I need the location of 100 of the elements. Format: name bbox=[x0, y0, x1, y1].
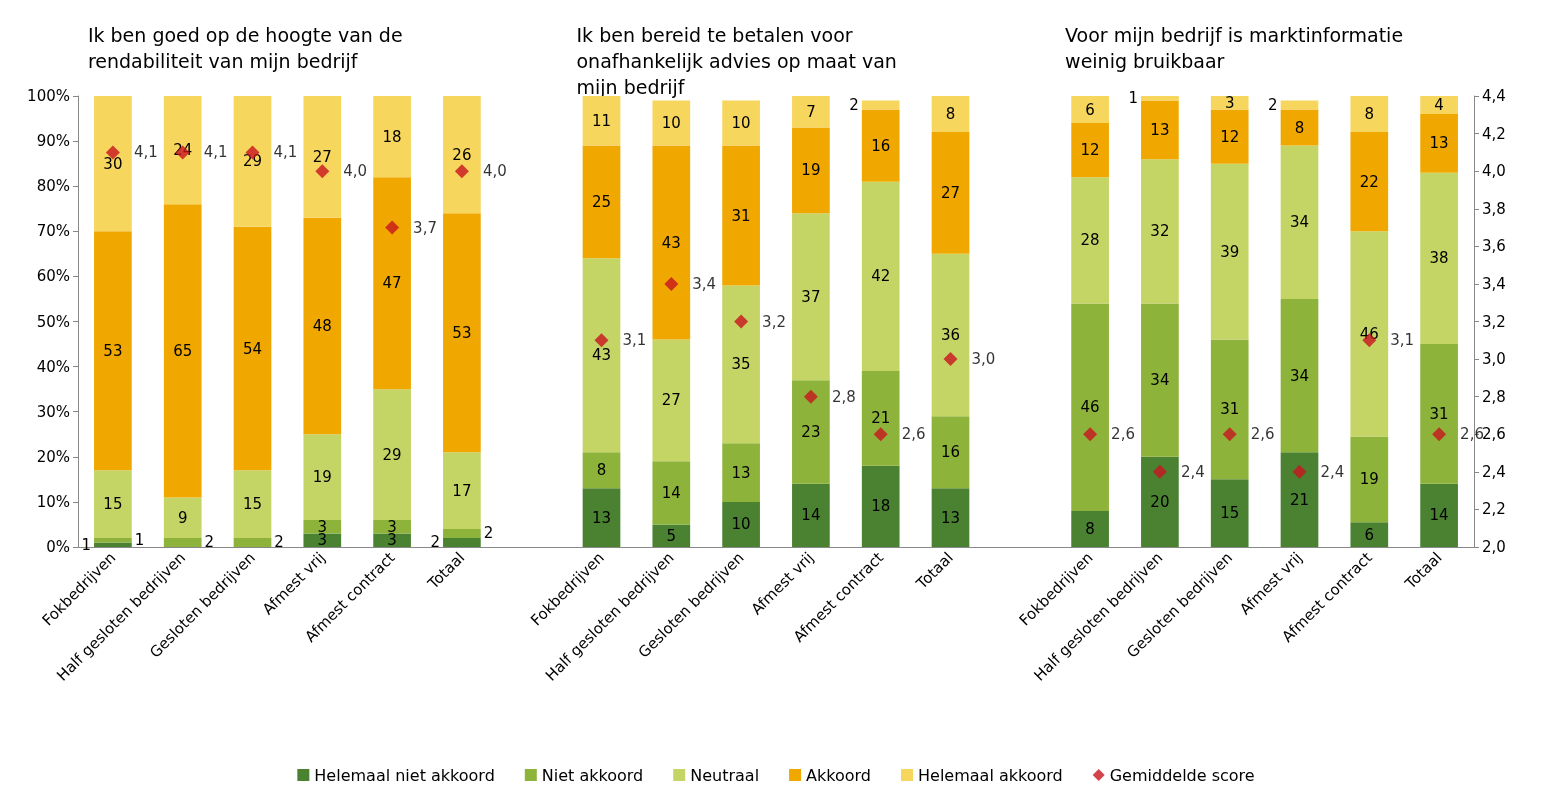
bar bbox=[931, 253, 970, 417]
data-label: 4,1 bbox=[273, 143, 298, 162]
bar bbox=[443, 452, 481, 529]
bar bbox=[652, 145, 691, 340]
y-tick-label: 70% bbox=[36, 222, 70, 241]
bar bbox=[233, 537, 272, 547]
text: Voor mijn bedrijf is marktinformatie weinig bruikbaar bbox=[1065, 24, 1410, 72]
data-label: 27 bbox=[312, 147, 332, 166]
bar bbox=[792, 380, 830, 484]
y2-tick-label: 2,0 bbox=[1482, 538, 1506, 556]
data-label: 39 bbox=[1220, 242, 1240, 261]
bar bbox=[1280, 452, 1319, 547]
data-label: 53 bbox=[103, 341, 123, 360]
data-label: 65 bbox=[173, 341, 193, 360]
bar bbox=[1141, 159, 1179, 304]
y2-tick-label: 4,2 bbox=[1482, 124, 1506, 143]
bar bbox=[373, 389, 411, 520]
data-label: 8 bbox=[945, 105, 956, 124]
data-label: 28 bbox=[1080, 231, 1100, 250]
data-label: 35 bbox=[731, 355, 751, 374]
data-label: 48 bbox=[312, 317, 332, 336]
point bbox=[1432, 427, 1447, 442]
data-label: 46 bbox=[1359, 324, 1379, 343]
bar bbox=[1210, 479, 1249, 547]
data-label: 9 bbox=[177, 508, 188, 527]
bar bbox=[373, 177, 411, 390]
bar bbox=[1071, 177, 1109, 304]
data-label: 30 bbox=[103, 154, 123, 173]
legend-label: Niet akkoord bbox=[541, 765, 644, 785]
bar bbox=[1420, 483, 1458, 547]
data-label: 27 bbox=[940, 183, 961, 202]
data-label: 14 bbox=[801, 506, 821, 525]
data-label: 2,6 bbox=[1250, 425, 1275, 444]
bar bbox=[652, 100, 691, 146]
data-label: 18 bbox=[382, 127, 402, 146]
data-label: 13 bbox=[731, 463, 751, 482]
bar bbox=[443, 96, 481, 214]
bar bbox=[373, 96, 411, 178]
bar bbox=[1141, 303, 1179, 457]
point bbox=[1292, 464, 1307, 479]
data-label: 31 bbox=[731, 206, 751, 225]
bar bbox=[861, 465, 900, 547]
data-label: 3,4 bbox=[692, 274, 717, 293]
data-label: 6 bbox=[1364, 525, 1375, 544]
data-label: 5 bbox=[666, 526, 677, 545]
data-label: 20 bbox=[1150, 492, 1170, 511]
bar bbox=[931, 96, 970, 133]
y2-tick-label: 2,6 bbox=[1482, 425, 1506, 444]
data-label: 4 bbox=[1434, 96, 1444, 115]
data-label: 17 bbox=[452, 481, 472, 500]
bar bbox=[94, 231, 132, 471]
bar bbox=[303, 434, 342, 520]
bar bbox=[1420, 114, 1458, 173]
data-label: 13 bbox=[591, 508, 612, 527]
data-label: 1 bbox=[134, 531, 145, 550]
data-label: 34 bbox=[1289, 366, 1310, 385]
y2-tick-label: 4,4 bbox=[1482, 87, 1506, 105]
data-label: 15 bbox=[242, 495, 263, 514]
legend-label: Neutraal bbox=[690, 765, 760, 785]
point bbox=[873, 427, 888, 442]
y-tick-label: 40% bbox=[36, 357, 70, 376]
data-label: 8 bbox=[596, 461, 607, 480]
data-label: 2 bbox=[430, 533, 441, 552]
y2-tick-label: 2,8 bbox=[1482, 387, 1506, 406]
data-label: 2 bbox=[483, 524, 494, 543]
data-label: 53 bbox=[452, 323, 472, 342]
annotation: Ik ben bereid te betalen voor onafhankelijk advies op maat van mijn bedrijf bbox=[576, 24, 903, 98]
data-label: 36 bbox=[940, 326, 961, 345]
data-label: 7 bbox=[806, 102, 816, 121]
data-label: 13 bbox=[1150, 120, 1170, 139]
data-label: 32 bbox=[1150, 222, 1170, 241]
bar bbox=[1071, 510, 1109, 547]
data-label: 1 bbox=[1128, 89, 1139, 108]
y-tick-label: 50% bbox=[36, 312, 70, 331]
data-label: 8 bbox=[1294, 118, 1305, 137]
data-label: 19 bbox=[801, 161, 821, 180]
bar bbox=[94, 96, 132, 232]
data-label: 2 bbox=[204, 533, 215, 552]
data-label: 3,1 bbox=[1390, 331, 1415, 350]
y2-tick-label: 3,4 bbox=[1482, 274, 1506, 293]
bar bbox=[582, 488, 621, 547]
data-label: 26 bbox=[452, 145, 472, 164]
point bbox=[315, 164, 330, 179]
bar bbox=[1141, 100, 1179, 160]
data-label: 8 bbox=[1364, 105, 1375, 124]
data-label: 37 bbox=[801, 287, 821, 306]
data-label: 21 bbox=[871, 409, 891, 428]
bar bbox=[722, 285, 760, 444]
bar bbox=[931, 488, 970, 547]
y-tick-label: 30% bbox=[36, 402, 70, 421]
bar bbox=[1350, 96, 1389, 133]
data-label: 46 bbox=[1080, 398, 1100, 417]
bar bbox=[1280, 100, 1319, 110]
legend-label: Gemiddelde score bbox=[1109, 765, 1255, 785]
data-label: 21 bbox=[1289, 490, 1310, 509]
data-label: 10 bbox=[661, 114, 681, 133]
bar bbox=[582, 145, 621, 259]
data-label: 1 bbox=[81, 535, 92, 554]
bar bbox=[1350, 436, 1389, 523]
data-label: 2,4 bbox=[1180, 462, 1205, 481]
